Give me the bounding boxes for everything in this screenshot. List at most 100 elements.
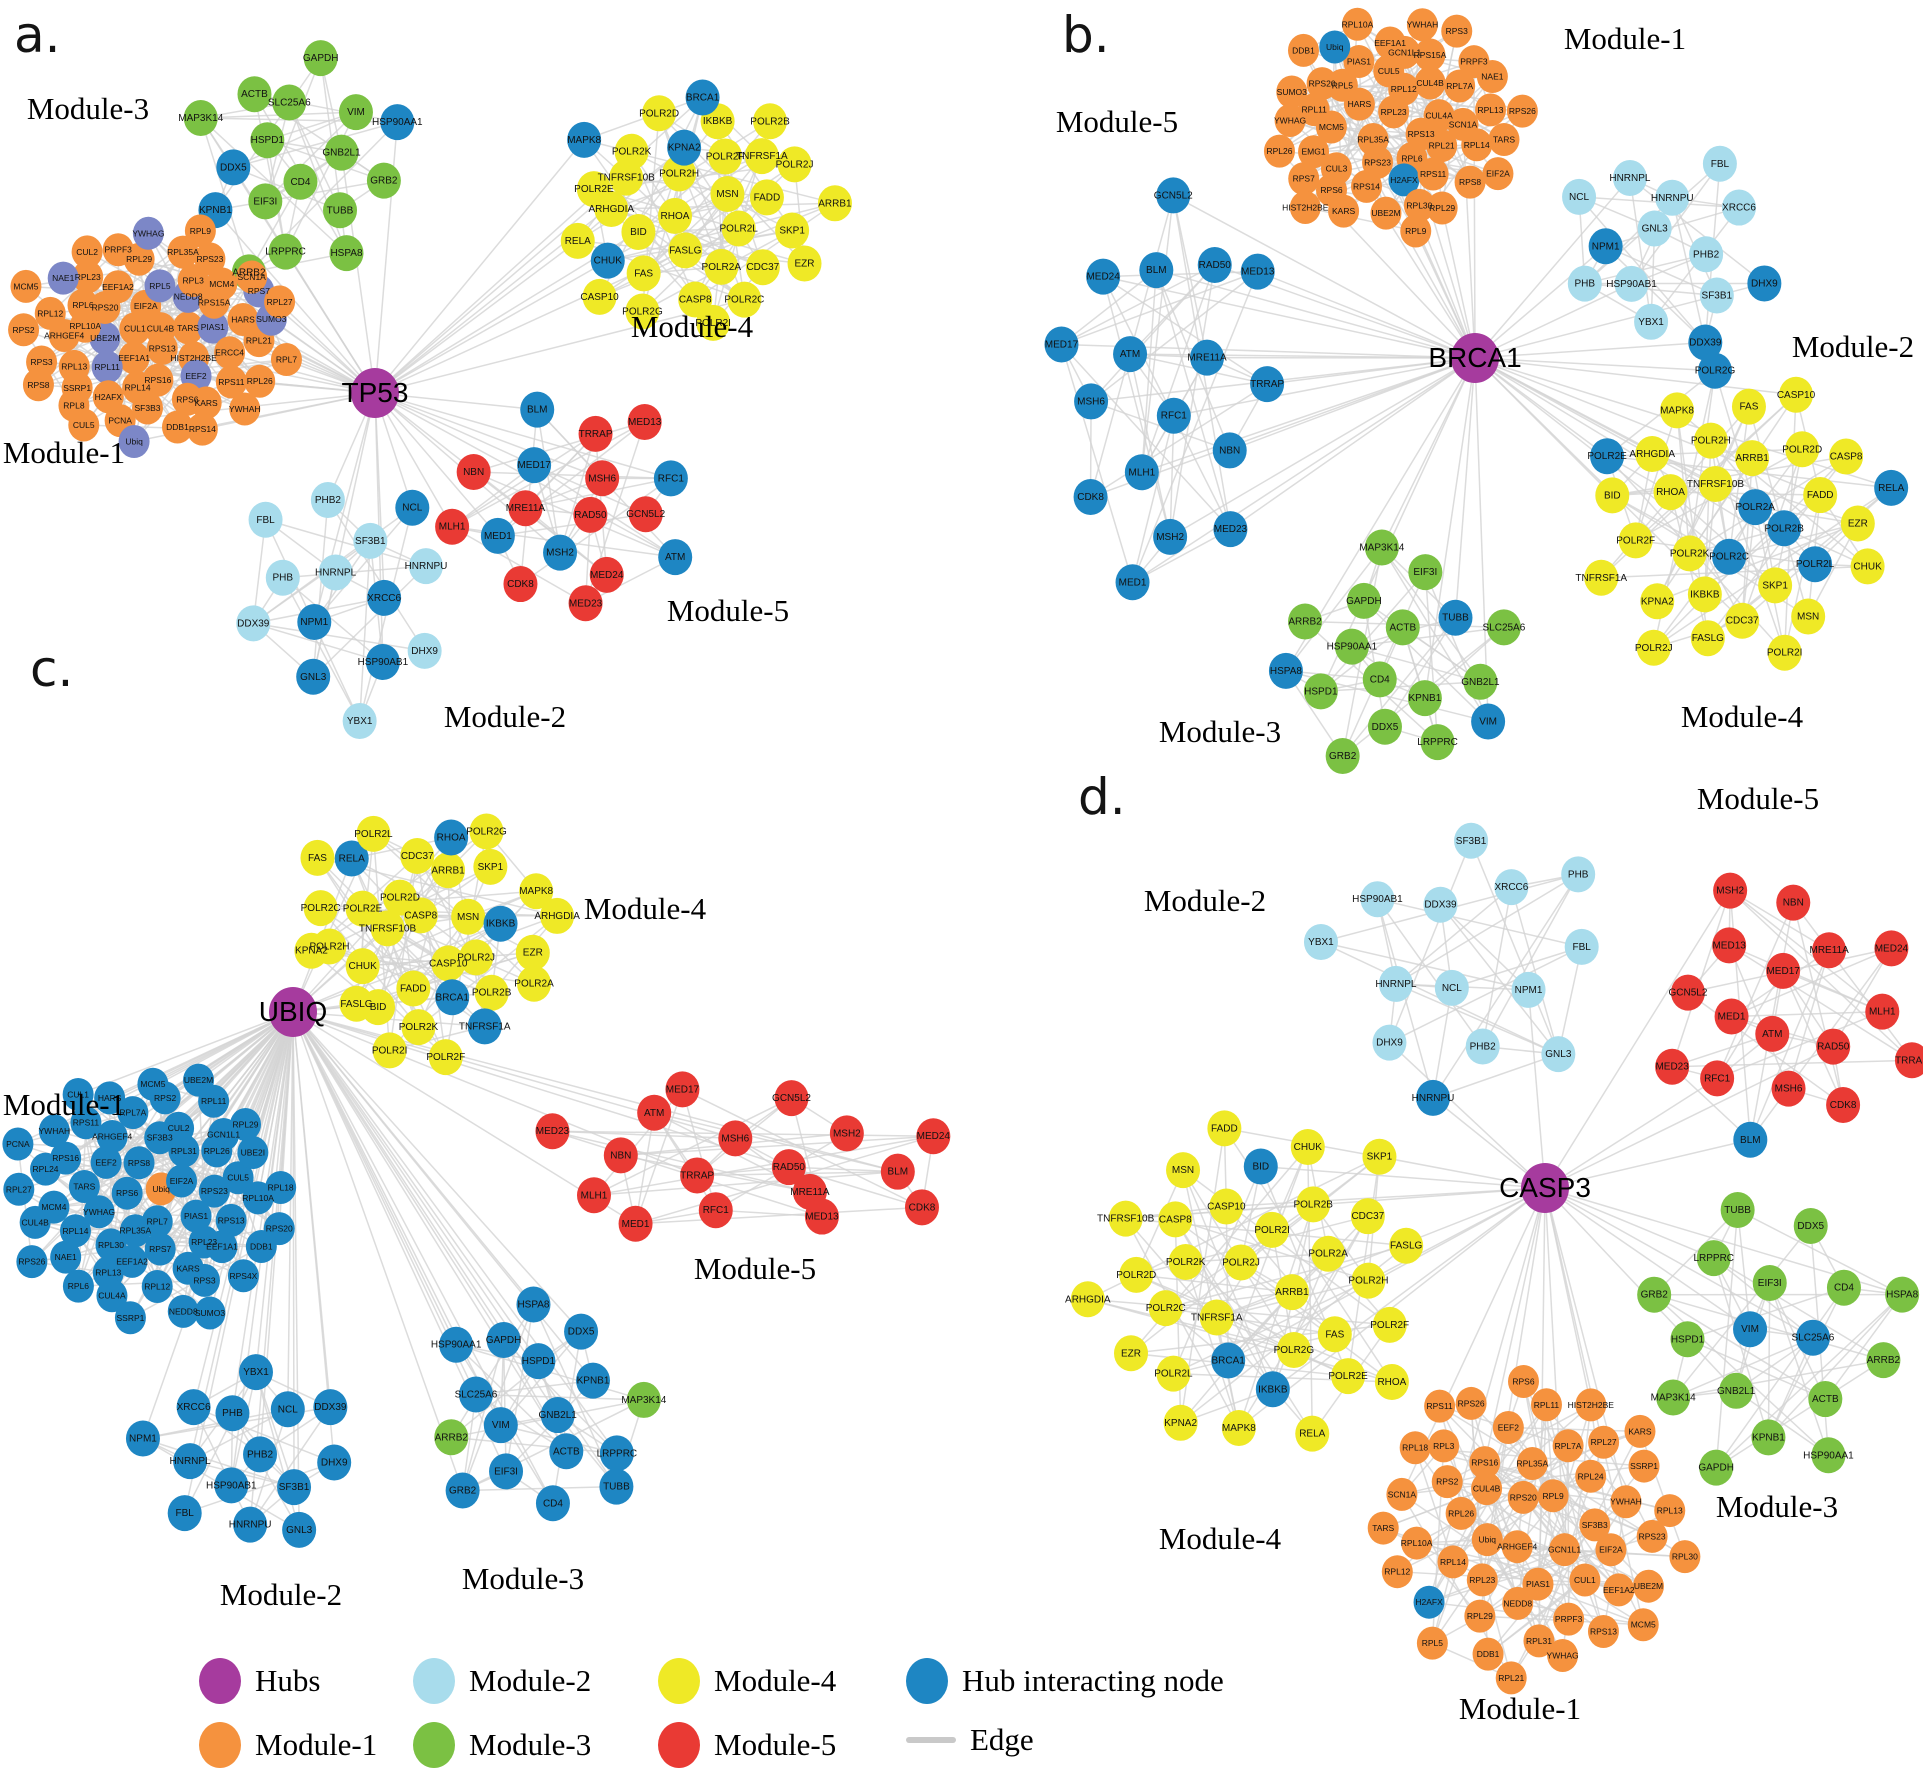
graph-node[interactable] [186, 412, 218, 446]
graph-node[interactable] [372, 1032, 407, 1069]
graph-node[interactable] [277, 1469, 312, 1506]
graph-node[interactable] [576, 1362, 611, 1399]
graph-node[interactable] [1341, 7, 1373, 41]
graph-node[interactable] [1850, 548, 1885, 585]
graph-node[interactable] [621, 214, 656, 251]
graph-node[interactable] [1735, 440, 1770, 477]
graph-node[interactable] [578, 415, 613, 452]
graph-node[interactable] [229, 392, 261, 426]
graph-node[interactable] [1627, 1608, 1659, 1642]
graph-node[interactable] [1374, 26, 1406, 60]
graph-node[interactable] [1653, 474, 1688, 511]
graph-node[interactable] [310, 482, 345, 519]
graph-node[interactable] [294, 932, 329, 969]
graph-node[interactable] [282, 1511, 317, 1548]
graph-node[interactable] [237, 76, 272, 113]
graph-node[interactable] [197, 310, 229, 344]
graph-node[interactable] [114, 1301, 146, 1335]
graph-node[interactable] [91, 350, 123, 384]
graph-node[interactable] [1274, 103, 1306, 137]
graph-node[interactable] [1445, 1496, 1477, 1530]
graph-node[interactable] [1350, 169, 1382, 203]
graph-node[interactable] [658, 197, 693, 234]
graph-node[interactable] [1243, 1148, 1278, 1185]
graph-node[interactable] [1635, 436, 1670, 473]
graph-node[interactable] [132, 216, 164, 250]
graph-node[interactable] [1362, 661, 1397, 698]
graph-node[interactable] [543, 534, 578, 571]
graph-node[interactable] [1767, 510, 1802, 547]
graph-node[interactable] [47, 261, 79, 295]
graph-node[interactable] [817, 185, 852, 222]
graph-node[interactable] [653, 460, 688, 497]
graph-node[interactable] [1816, 1028, 1851, 1065]
graph-node[interactable] [1712, 538, 1747, 575]
graph-node[interactable] [1306, 67, 1338, 101]
graph-node[interactable] [1328, 194, 1360, 228]
graph-node[interactable] [1207, 1110, 1242, 1147]
graph-node[interactable] [1634, 303, 1669, 340]
graph-node[interactable] [1426, 129, 1458, 163]
graph-node[interactable] [1423, 99, 1455, 133]
graph-node[interactable] [265, 559, 300, 596]
graph-node[interactable] [1798, 546, 1833, 583]
graph-node[interactable] [236, 260, 268, 294]
graph-node[interactable] [1722, 189, 1757, 226]
graph-node[interactable] [459, 939, 494, 976]
graph-node[interactable] [1575, 1459, 1607, 1493]
graph-node[interactable] [1370, 196, 1402, 230]
graph-node[interactable] [250, 122, 285, 159]
graph-node[interactable] [318, 554, 353, 591]
graph-node[interactable] [1472, 1637, 1504, 1671]
graph-node[interactable] [38, 1114, 70, 1148]
graph-node[interactable] [230, 1107, 262, 1141]
graph-node[interactable] [1699, 1449, 1734, 1486]
graph-node[interactable] [1108, 1200, 1143, 1237]
graph-node[interactable] [749, 179, 784, 216]
graph-node[interactable] [517, 447, 552, 484]
graph-node[interactable] [1894, 1042, 1923, 1079]
graph-node[interactable] [489, 1453, 524, 1490]
graph-node[interactable] [1212, 432, 1247, 469]
graph-node[interactable] [1454, 822, 1489, 859]
graph-node[interactable] [1811, 1437, 1846, 1474]
graph-node[interactable] [521, 1343, 556, 1380]
graph-node[interactable] [1612, 160, 1647, 197]
graph-node[interactable] [508, 490, 543, 527]
graph-node[interactable] [297, 604, 332, 641]
graph-node[interactable] [141, 1269, 173, 1303]
graph-node[interactable] [625, 293, 660, 330]
graph-node[interactable] [1466, 1563, 1498, 1597]
graph-node[interactable] [216, 149, 251, 186]
graph-node[interactable] [618, 1205, 653, 1242]
graph-node[interactable] [1331, 1358, 1366, 1395]
graph-node[interactable] [1688, 324, 1723, 361]
graph-node[interactable] [1255, 1211, 1290, 1248]
graph-node[interactable] [1471, 1523, 1503, 1557]
graph-node[interactable] [474, 974, 509, 1011]
graph-node[interactable] [1414, 38, 1446, 72]
graph-node[interactable] [1669, 1540, 1701, 1574]
graph-node[interactable] [1595, 477, 1630, 514]
graph-node[interactable] [1378, 965, 1413, 1002]
graph-node[interactable] [214, 336, 246, 370]
graph-node[interactable] [248, 183, 283, 220]
graph-node[interactable] [1319, 30, 1351, 64]
graph-node[interactable] [1826, 1269, 1861, 1306]
graph-node[interactable] [166, 1164, 198, 1198]
graph-node[interactable] [1779, 376, 1814, 413]
graph-node[interactable] [560, 222, 595, 259]
graph-node[interactable] [916, 1118, 951, 1155]
graph-node[interactable] [248, 501, 283, 538]
graph-node[interactable] [431, 852, 466, 889]
graph-node[interactable] [1595, 1533, 1627, 1567]
graph-node[interactable] [22, 368, 54, 402]
graph-node[interactable] [1240, 253, 1275, 290]
graph-node[interactable] [603, 1137, 638, 1174]
graph-node[interactable] [1632, 1569, 1664, 1603]
graph-node[interactable] [118, 341, 150, 375]
graph-node[interactable] [774, 1080, 809, 1117]
graph-node[interactable] [1829, 438, 1864, 475]
graph-node[interactable] [1325, 738, 1360, 775]
graph-node[interactable] [243, 1436, 278, 1473]
